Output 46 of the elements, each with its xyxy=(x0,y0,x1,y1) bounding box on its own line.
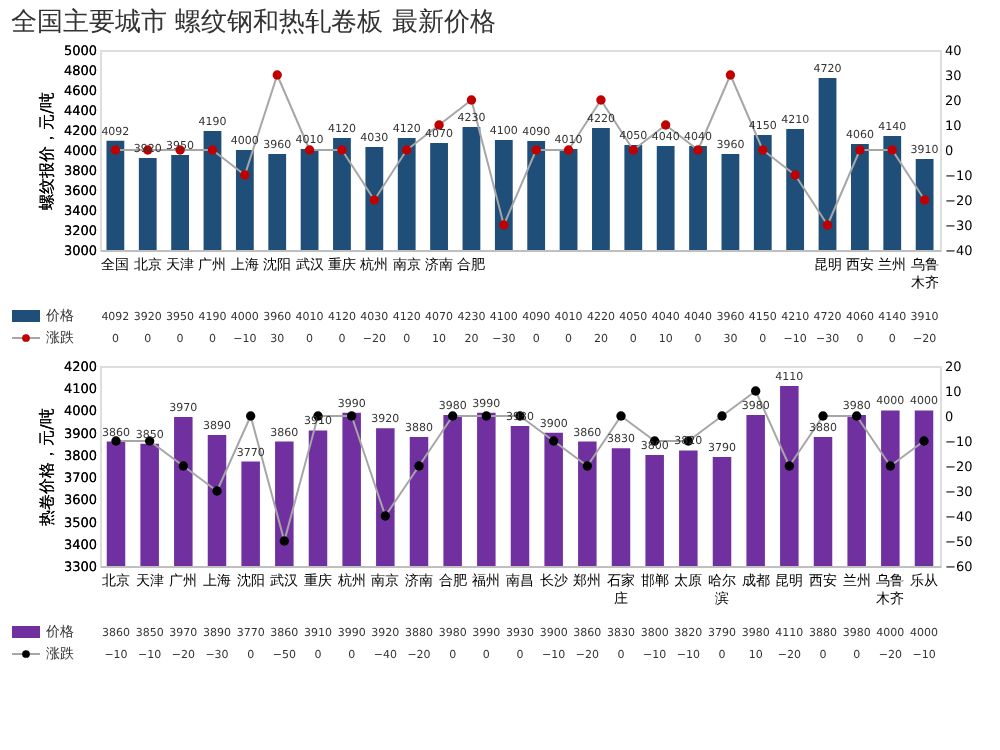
point xyxy=(369,195,380,205)
point xyxy=(784,461,795,471)
point xyxy=(447,411,458,421)
point xyxy=(616,411,626,421)
point xyxy=(851,411,862,421)
point xyxy=(887,145,897,155)
point xyxy=(466,95,477,105)
y-axis-title: 螺纹报价，元/吨 xyxy=(37,92,56,210)
point xyxy=(758,145,768,155)
point xyxy=(725,70,736,80)
point xyxy=(818,411,828,421)
point xyxy=(885,461,896,471)
point xyxy=(178,461,189,471)
y-axis-title: 热卷价格，元/吨 xyxy=(37,408,56,526)
point xyxy=(822,220,833,230)
point xyxy=(693,145,703,155)
point xyxy=(919,195,930,205)
point xyxy=(304,145,315,155)
point xyxy=(245,411,256,421)
point xyxy=(337,145,347,155)
point xyxy=(582,461,593,471)
point xyxy=(272,70,282,80)
point xyxy=(750,386,761,396)
point xyxy=(548,436,559,446)
point xyxy=(596,95,606,105)
point xyxy=(499,220,509,230)
point xyxy=(110,145,121,155)
point xyxy=(481,411,492,421)
point xyxy=(346,411,357,421)
point xyxy=(628,145,638,155)
point xyxy=(531,145,541,155)
chart-title: 全国主要城市 螺纹钢和热轧卷板 最新价格 xyxy=(11,6,496,38)
point xyxy=(660,120,671,130)
point xyxy=(414,461,424,471)
point xyxy=(563,145,574,155)
point xyxy=(717,411,727,421)
point xyxy=(402,145,412,155)
point xyxy=(790,170,800,180)
point xyxy=(279,536,290,546)
point xyxy=(240,170,250,180)
point xyxy=(212,486,222,496)
point xyxy=(919,436,929,446)
point xyxy=(111,436,121,446)
point xyxy=(380,511,391,521)
point xyxy=(207,145,218,155)
point xyxy=(855,145,865,155)
